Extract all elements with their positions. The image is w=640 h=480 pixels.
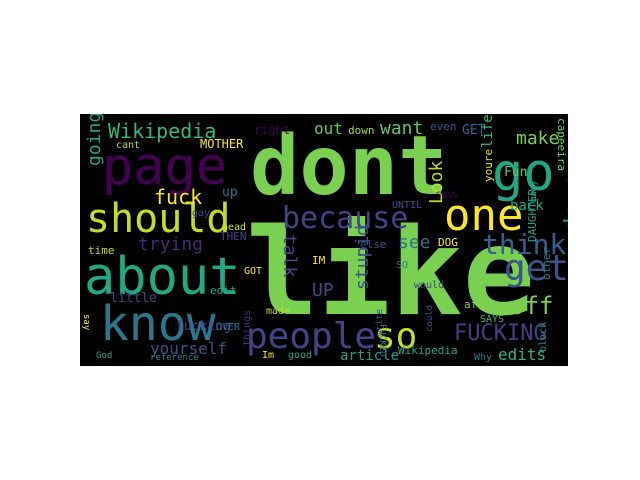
word: back [510, 198, 544, 214]
word: UP [312, 280, 334, 301]
word: Wikipedia [108, 119, 216, 143]
word: good [288, 350, 312, 361]
word: Wikipedia [398, 344, 458, 357]
word: little [110, 291, 157, 306]
word: cant [116, 140, 140, 151]
word: stop [562, 174, 568, 232]
word: down [348, 124, 375, 137]
word: IM [312, 254, 326, 267]
word: edit [210, 284, 237, 297]
word: made [266, 306, 290, 317]
word: Im [262, 350, 274, 361]
word: so [374, 316, 417, 357]
word: FUCKING [454, 321, 547, 346]
word: Look [426, 160, 447, 204]
word: edits [498, 345, 546, 364]
word: things [242, 310, 253, 346]
word: fuck [154, 185, 202, 209]
word: reference [150, 353, 199, 363]
word: see [398, 232, 431, 253]
word: SO [396, 260, 408, 271]
word: about [84, 247, 241, 307]
word: say [81, 314, 91, 331]
word: capeeira [555, 118, 568, 171]
word: Fun [504, 165, 527, 180]
word: SONS [436, 191, 458, 201]
word: DAUGHTER [526, 189, 539, 242]
word: people [246, 316, 376, 357]
word: THEN [220, 230, 247, 243]
word-cloud-canvas: dont like page about know go one should … [81, 114, 568, 364]
word: block [538, 322, 549, 352]
word-cloud: dont like page about know go one should … [80, 114, 568, 366]
word: write [375, 309, 385, 336]
word: off [510, 292, 553, 320]
word: like [246, 204, 535, 343]
word: trying [138, 234, 203, 255]
word: up [222, 185, 238, 200]
word: OVER [216, 322, 241, 333]
word: many [529, 180, 539, 202]
word: life [480, 114, 496, 148]
word: dont [250, 119, 447, 214]
word: other [540, 247, 553, 280]
word: youre [482, 149, 495, 182]
word: GOT [244, 266, 262, 277]
word: article [340, 348, 399, 364]
word: one [444, 190, 523, 241]
word: would [414, 280, 444, 291]
word: even [430, 120, 457, 133]
word: talk [279, 234, 300, 278]
word: head [222, 222, 246, 233]
word: going [84, 114, 105, 166]
word: out [314, 119, 343, 138]
word: right [254, 123, 290, 137]
word: yourself [150, 339, 227, 358]
word: God [96, 351, 112, 361]
word: think [482, 228, 566, 261]
word: could [425, 305, 435, 332]
word: make [516, 128, 559, 149]
word: UNTIL [392, 200, 422, 211]
word: gay [192, 208, 210, 219]
word: DOG [438, 236, 458, 249]
word: go [492, 143, 555, 203]
word: want [380, 118, 423, 139]
word: because [282, 201, 408, 236]
word: GET [462, 123, 486, 138]
word: Why [474, 352, 492, 363]
word: fucking [176, 319, 231, 334]
word: MOTHER [200, 137, 244, 151]
word: stupid [352, 225, 373, 290]
word: know [100, 296, 216, 352]
word: else [360, 238, 387, 251]
word: time [88, 244, 115, 257]
word: get [504, 248, 568, 289]
word: should [86, 196, 231, 242]
word: page [102, 137, 227, 197]
word: after [464, 298, 497, 311]
word: SAYS [480, 314, 504, 325]
word: FUCKED [377, 324, 387, 357]
